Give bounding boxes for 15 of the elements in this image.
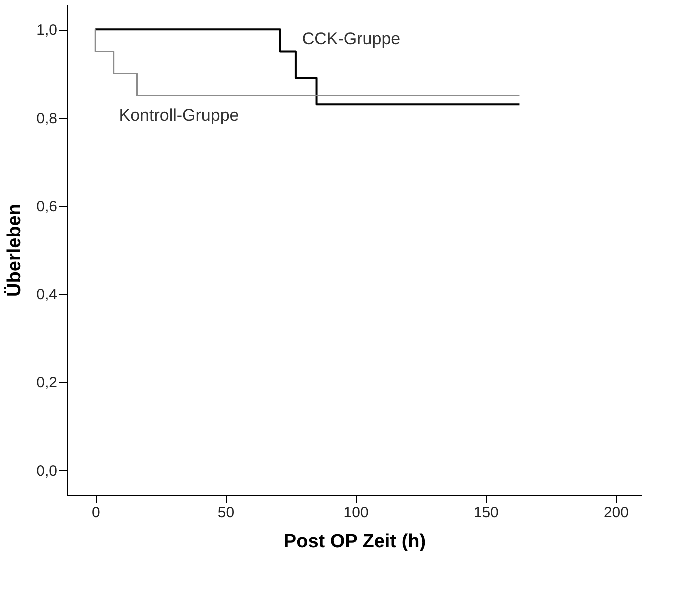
x-tick-label: 100 (344, 504, 369, 522)
y-tick-label: 0,4 (36, 286, 58, 304)
x-tick-label: 0 (92, 504, 100, 522)
y-tick-label: 0,2 (36, 374, 58, 392)
series-label: CCK-Gruppe (302, 30, 401, 49)
x-axis-title: Post OP Zeit (h) (284, 532, 426, 552)
y-tick-label: 0,6 (36, 198, 58, 216)
x-tick-label: 50 (218, 504, 235, 522)
y-tick-label: 0,0 (36, 462, 58, 480)
x-tick-label: 150 (474, 504, 499, 522)
series-label: Kontroll-Gruppe (119, 106, 240, 125)
y-axis-title: Überleben (4, 204, 26, 297)
y-tick-label: 1,0 (36, 22, 58, 40)
x-tick-label: 200 (604, 504, 629, 522)
y-tick-label: 0,8 (36, 110, 58, 128)
